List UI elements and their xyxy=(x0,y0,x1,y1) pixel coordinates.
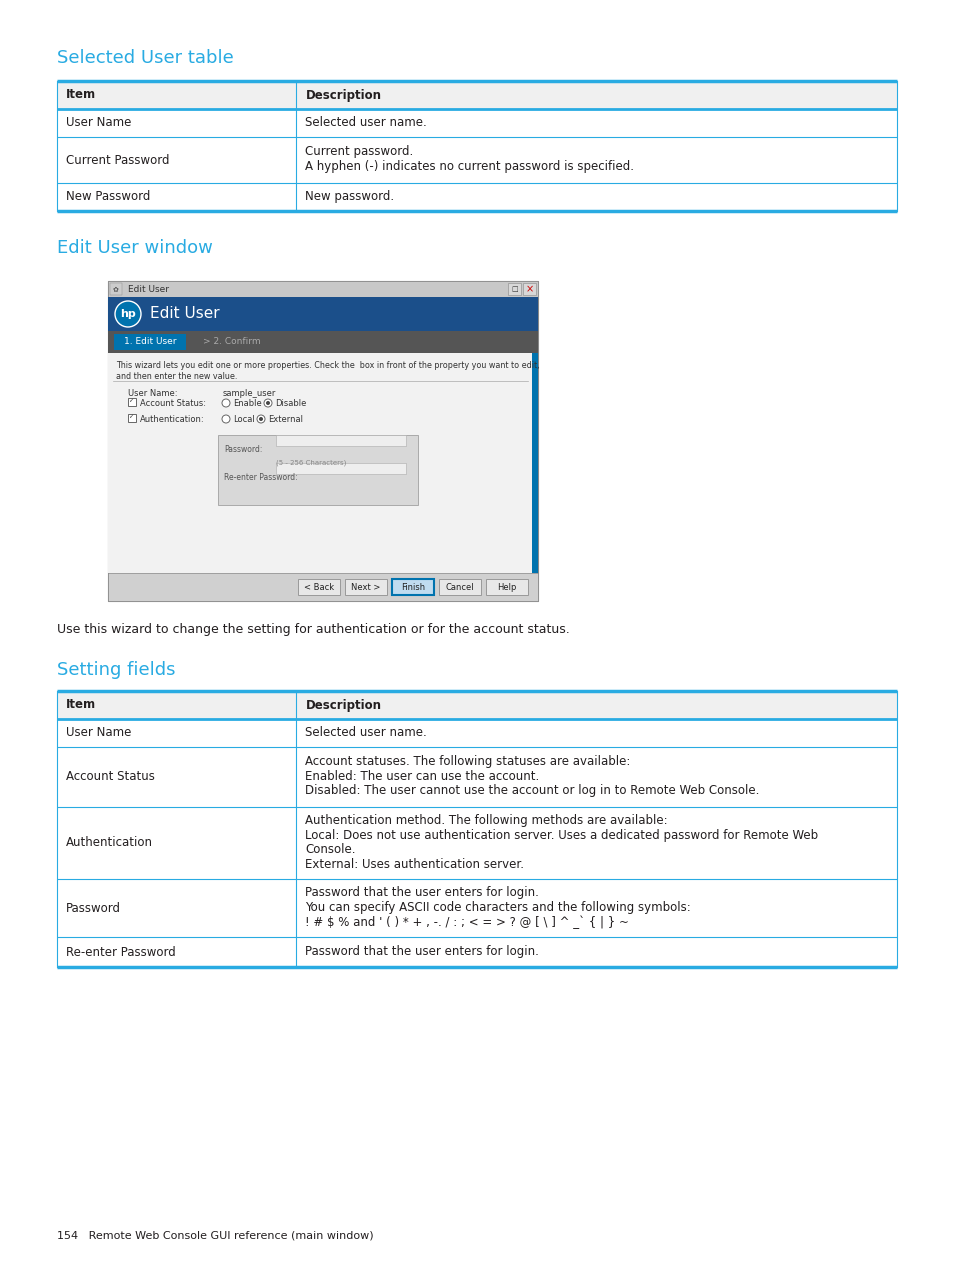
Text: Disabled: The user cannot use the account or log in to Remote Web Console.: Disabled: The user cannot use the accoun… xyxy=(305,784,759,797)
Text: Edit User: Edit User xyxy=(150,306,219,322)
Circle shape xyxy=(266,400,270,405)
Bar xyxy=(57,109,896,137)
Text: Password: Password xyxy=(66,901,121,915)
Text: Disable: Disable xyxy=(274,399,306,408)
Text: Authentication:: Authentication: xyxy=(140,416,204,425)
Bar xyxy=(57,691,896,719)
Bar xyxy=(57,880,896,937)
Bar xyxy=(438,580,480,595)
Text: Account statuses. The following statuses are available:: Account statuses. The following statuses… xyxy=(305,755,630,768)
Text: Description: Description xyxy=(305,699,381,712)
Bar xyxy=(108,330,537,353)
Text: Password that the user enters for login.: Password that the user enters for login. xyxy=(305,886,538,900)
Bar xyxy=(485,580,527,595)
Text: Cancel: Cancel xyxy=(445,582,474,591)
Text: Local: Does not use authentication server. Uses a dedicated password for Remote : Local: Does not use authentication serve… xyxy=(305,829,818,841)
Text: Current password.: Current password. xyxy=(305,145,414,159)
Text: Selected user name.: Selected user name. xyxy=(305,726,427,738)
Bar xyxy=(218,435,417,505)
Bar xyxy=(57,937,896,967)
Bar xyxy=(522,283,536,295)
Text: (5 - 256 Characters): (5 - 256 Characters) xyxy=(275,459,346,465)
Bar xyxy=(57,747,896,807)
Text: 1. Edit User: 1. Edit User xyxy=(124,338,176,347)
Bar xyxy=(345,580,387,595)
Bar xyxy=(532,353,537,573)
Text: sample_user: sample_user xyxy=(223,389,276,398)
Text: External: External xyxy=(268,416,303,425)
Text: ! # $ % and ' ( ) * + , -. / : ; < = > ? @ [ \ ] ^ _` { | } ~: ! # $ % and ' ( ) * + , -. / : ; < = > ?… xyxy=(305,915,629,929)
Text: 154   Remote Web Console GUI reference (main window): 154 Remote Web Console GUI reference (ma… xyxy=(57,1232,374,1240)
Text: hp: hp xyxy=(120,309,135,319)
Bar xyxy=(108,353,537,573)
Text: Use this wizard to change the setting for authentication or for the account stat: Use this wizard to change the setting fo… xyxy=(57,623,569,636)
Bar xyxy=(110,283,122,295)
Text: External: Uses authentication server.: External: Uses authentication server. xyxy=(305,858,524,871)
Bar xyxy=(128,398,136,405)
Text: Help: Help xyxy=(497,582,517,591)
Text: Edit User: Edit User xyxy=(128,285,169,294)
Circle shape xyxy=(115,301,141,327)
Text: Password that the user enters for login.: Password that the user enters for login. xyxy=(305,944,538,958)
Text: A hyphen (-) indicates no current password is specified.: A hyphen (-) indicates no current passwo… xyxy=(305,160,634,173)
Bar xyxy=(128,414,136,422)
Text: Console.: Console. xyxy=(305,843,355,855)
Text: and then enter the new value.: and then enter the new value. xyxy=(116,372,237,381)
Text: This wizard lets you edit one or more properties. Check the  box in front of the: This wizard lets you edit one or more pr… xyxy=(116,361,539,370)
Bar xyxy=(57,183,896,211)
Bar xyxy=(392,580,434,595)
Text: User Name:: User Name: xyxy=(128,389,177,398)
Circle shape xyxy=(256,416,265,423)
Text: Item: Item xyxy=(66,699,96,712)
Circle shape xyxy=(222,416,230,423)
Text: Item: Item xyxy=(66,89,96,102)
Text: You can specify ASCII code characters and the following symbols:: You can specify ASCII code characters an… xyxy=(305,901,690,914)
Text: Authentication: Authentication xyxy=(66,836,152,849)
Text: Re-enter Password: Re-enter Password xyxy=(66,946,175,958)
Bar xyxy=(507,283,520,295)
Bar xyxy=(57,719,896,747)
Text: □: □ xyxy=(511,286,517,292)
Text: Selected user name.: Selected user name. xyxy=(305,116,427,128)
Text: Local: Local xyxy=(233,416,254,425)
Bar xyxy=(57,81,896,109)
Text: ×: × xyxy=(525,283,534,294)
Text: Edit User window: Edit User window xyxy=(57,239,213,257)
Text: Re-enter Password:: Re-enter Password: xyxy=(224,473,297,482)
Text: Enabled: The user can use the account.: Enabled: The user can use the account. xyxy=(305,770,539,783)
Text: < Back: < Back xyxy=(304,582,334,591)
Text: Password:: Password: xyxy=(224,445,262,454)
Text: Enable: Enable xyxy=(233,399,261,408)
Text: ✿: ✿ xyxy=(113,286,119,292)
Circle shape xyxy=(258,417,263,421)
Text: User Name: User Name xyxy=(66,117,132,130)
Text: Description: Description xyxy=(305,89,381,102)
Bar xyxy=(57,807,896,880)
Text: > 2. Confirm: > 2. Confirm xyxy=(203,338,260,347)
Text: Account Status:: Account Status: xyxy=(140,399,206,408)
Bar xyxy=(108,281,537,601)
Text: Authentication method. The following methods are available:: Authentication method. The following met… xyxy=(305,813,667,827)
Bar xyxy=(108,281,537,297)
Text: Finish: Finish xyxy=(400,582,425,591)
Text: ✓: ✓ xyxy=(129,414,133,419)
Text: Next >: Next > xyxy=(351,582,380,591)
Bar xyxy=(275,435,406,446)
Bar xyxy=(108,297,537,330)
Circle shape xyxy=(264,399,272,407)
Text: User Name: User Name xyxy=(66,727,132,740)
Text: ✓: ✓ xyxy=(129,399,133,403)
Text: New Password: New Password xyxy=(66,191,151,203)
Text: New password.: New password. xyxy=(305,189,395,203)
Text: Selected User table: Selected User table xyxy=(57,50,233,67)
Text: Current Password: Current Password xyxy=(66,154,170,167)
Bar xyxy=(108,573,537,601)
Bar xyxy=(275,463,406,474)
Bar xyxy=(297,580,339,595)
Bar xyxy=(57,137,896,183)
Text: Account Status: Account Status xyxy=(66,770,154,783)
Text: Setting fields: Setting fields xyxy=(57,661,175,679)
Circle shape xyxy=(222,399,230,407)
Bar xyxy=(113,334,186,350)
